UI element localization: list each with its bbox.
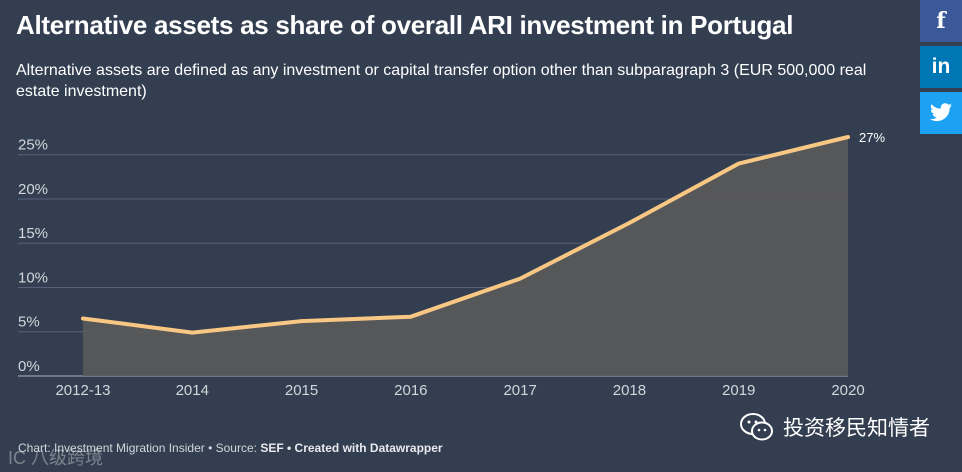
x-tick-label: 2014 xyxy=(176,382,209,399)
corner-watermark: IC 八级跨境 xyxy=(8,448,104,468)
x-axis: 2012-13 2014 2015 2016 2017 2018 2019 2020 xyxy=(55,382,864,399)
footer-source-prefix: • Source: xyxy=(208,441,257,455)
twitter-icon xyxy=(930,103,952,122)
y-tick-label: 0% xyxy=(18,358,40,375)
series-area xyxy=(83,137,848,376)
series-line xyxy=(81,135,850,335)
facebook-share-button[interactable]: f xyxy=(920,0,962,42)
data-labels: 27% xyxy=(82,130,885,333)
linkedin-icon: in xyxy=(931,55,951,78)
facebook-icon: f xyxy=(936,8,946,34)
x-tick-label: 2017 xyxy=(503,382,536,399)
chart-title: Alternative assets as share of overall A… xyxy=(16,10,794,40)
x-tick-label: 2015 xyxy=(285,382,318,399)
line-layer xyxy=(81,135,850,335)
y-axis: 0% 5% 10% 15% 20% 25% xyxy=(18,137,48,375)
y-tick-label: 20% xyxy=(18,181,48,198)
x-tick-label: 2020 xyxy=(831,382,864,399)
footer-chart-credit: Chart: Investment Migration Insider xyxy=(18,441,205,455)
wechat-watermark: 投资移民知情者 xyxy=(739,412,930,442)
footer-source-link[interactable]: SEF xyxy=(260,441,284,455)
x-tick-label: 2018 xyxy=(613,382,646,399)
linkedin-share-button[interactable]: in xyxy=(920,46,962,88)
twitter-share-button[interactable] xyxy=(920,92,962,134)
chart-footer: Chart: Investment Migration Insider • So… xyxy=(18,441,443,455)
y-tick-label: 10% xyxy=(18,269,48,286)
chart-subtitle: Alternative assets are defined as any in… xyxy=(16,62,867,100)
watermark-text: 投资移民知情者 xyxy=(783,417,930,440)
end-value-label: 27% xyxy=(859,130,885,145)
x-tick-label: 2016 xyxy=(394,382,427,399)
y-tick-label: 15% xyxy=(18,225,48,242)
wechat-icon xyxy=(740,413,773,441)
y-tick-label: 5% xyxy=(18,314,40,331)
footer-datawrapper-credit[interactable]: • Created with Datawrapper xyxy=(287,441,443,455)
area-layer xyxy=(83,137,848,376)
y-tick-label: 25% xyxy=(18,137,48,154)
x-tick-label: 2019 xyxy=(722,382,755,399)
x-tick-label: 2012-13 xyxy=(55,382,110,399)
